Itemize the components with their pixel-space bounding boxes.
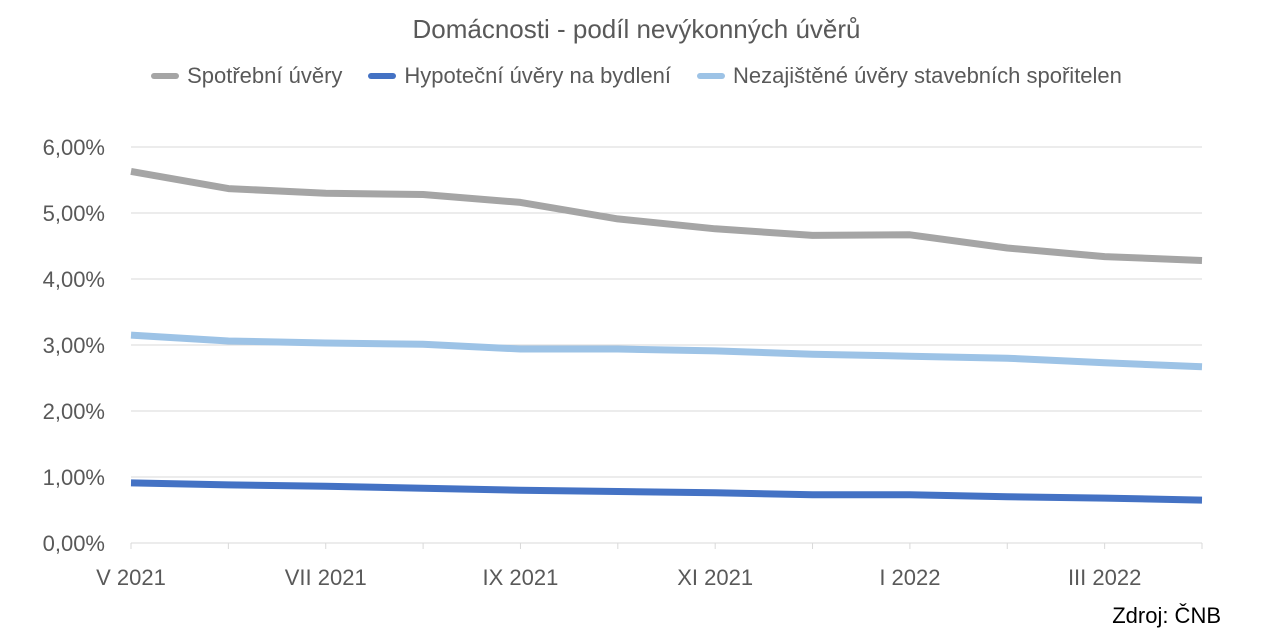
series-lines	[130, 167, 1203, 504]
y-axis: 0,00% 1,00% 2,00% 3,00% 4,00% 5,00% 6,00%	[43, 135, 105, 556]
series-line-nezajistene	[130, 331, 1203, 371]
legend-swatch-nezajistene	[697, 73, 726, 79]
y-tick-label: 0,00%	[43, 531, 105, 556]
x-tick-label: VII 2021	[285, 565, 367, 590]
x-axis: V 2021 VII 2021 IX 2021 XI 2021 I 2022 III 20…	[96, 542, 1203, 590]
legend-label-hypotecni: Hypoteční úvěry na bydlení	[404, 63, 672, 88]
legend-label-nezajistene: Nezajištěné úvěry stavebních spořitelen	[733, 63, 1122, 88]
legend-item-nezajistene: Nezajištěné úvěry stavebních spořitelen	[697, 63, 1122, 89]
y-tick-label: 3,00%	[43, 333, 105, 358]
legend-swatch-hypotecni	[368, 73, 397, 79]
chart-title: Domácnosti - podíl nevýkonných úvěrů	[412, 14, 861, 44]
x-tick-label: V 2021	[96, 565, 166, 590]
y-tick-label: 1,00%	[43, 465, 105, 490]
series-line-hypotecni	[130, 479, 1203, 504]
y-tick-label: 2,00%	[43, 399, 105, 424]
x-tick-label: IX 2021	[483, 565, 559, 590]
legend-item-hypotecni: Hypoteční úvěry na bydlení	[368, 63, 671, 89]
legend-item-spotrebni: Spotřební úvěry	[151, 63, 342, 89]
y-tick-label: 4,00%	[43, 267, 105, 292]
y-tick-label: 5,00%	[43, 201, 105, 226]
gridlines	[131, 146, 1202, 478]
source-note: Zdroj: ČNB	[1112, 603, 1221, 628]
legend-swatch-spotrebni	[151, 73, 180, 79]
legend-label-spotrebni: Spotřební úvěry	[187, 63, 343, 88]
x-tick-label: XI 2021	[677, 565, 753, 590]
x-tick-label: III 2022	[1068, 565, 1141, 590]
chart-legend: Spotřební úvěry Hypoteční úvěry na bydle…	[0, 63, 1273, 89]
y-tick-label: 6,00%	[43, 135, 105, 160]
x-tick-label: I 2022	[879, 565, 940, 590]
series-line-spotrebni	[130, 167, 1203, 264]
